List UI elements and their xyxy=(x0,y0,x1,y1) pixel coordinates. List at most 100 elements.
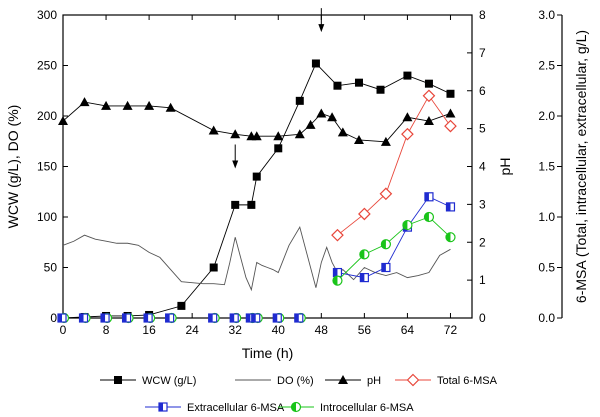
series-ph xyxy=(58,97,456,146)
baseline-point xyxy=(294,313,304,323)
legend-item: pH xyxy=(325,375,381,387)
data-point xyxy=(332,275,343,286)
data-point xyxy=(208,125,219,135)
x-tick-label: 16 xyxy=(142,323,156,337)
msa-tick-label: 1.0 xyxy=(538,210,555,224)
x-tick-label: 32 xyxy=(229,323,243,337)
legend-marker xyxy=(290,401,302,413)
legend-item: WCW (g/L) xyxy=(100,375,196,387)
series-wcw-g-l- xyxy=(59,59,455,322)
ph-tick-label: 0 xyxy=(479,311,486,325)
legend: WCW (g/L) DO (%) pH Total 6-MSA Extracellula… xyxy=(100,373,498,414)
x-tick-label: 56 xyxy=(358,323,372,337)
data-point xyxy=(230,129,241,139)
data-point xyxy=(423,116,434,126)
data-point xyxy=(444,119,457,133)
series-introcellular-6-msa xyxy=(332,211,456,286)
msa-tick-label: 0.0 xyxy=(538,311,555,325)
arrow-annotation xyxy=(232,144,239,169)
data-point xyxy=(327,112,338,122)
data-point xyxy=(401,127,414,141)
ph-tick-label: 1 xyxy=(479,273,486,287)
data-point xyxy=(101,100,112,110)
data-point xyxy=(402,219,413,231)
series-do- xyxy=(62,225,451,292)
data-point xyxy=(295,96,304,105)
baseline-point xyxy=(208,313,218,323)
series-line xyxy=(337,216,451,281)
legend-label: DO (%) xyxy=(277,375,314,387)
x-tick-label: 64 xyxy=(401,323,415,337)
series-line xyxy=(62,62,451,319)
data-point xyxy=(445,232,456,243)
data-point xyxy=(445,108,456,118)
plot-frame xyxy=(62,14,473,319)
ph-tick-label: 5 xyxy=(479,122,486,136)
legend-marker xyxy=(406,373,420,387)
x-tick-label: 24 xyxy=(185,323,199,337)
data-point xyxy=(423,211,435,223)
data-point xyxy=(379,187,393,201)
data-point xyxy=(79,97,90,107)
data-point xyxy=(422,89,436,103)
left-tick-label: 50 xyxy=(44,261,58,275)
annotations xyxy=(232,8,325,169)
ph-tick-label: 8 xyxy=(479,8,486,22)
left-tick-label: 300 xyxy=(37,8,57,22)
legend-label: pH xyxy=(367,375,381,387)
baseline-point xyxy=(143,313,153,323)
msa-tick-label: 1.5 xyxy=(538,160,555,174)
data-point xyxy=(144,100,155,110)
legend-label: WCW (g/L) xyxy=(142,375,196,387)
legend-marker xyxy=(338,375,348,384)
data-point xyxy=(122,100,133,110)
legend-marker xyxy=(158,402,168,412)
data-point xyxy=(337,127,348,137)
data-point xyxy=(424,79,433,88)
msa-tick-label: 3.0 xyxy=(538,8,555,22)
ph-axis-title: pH xyxy=(497,158,513,176)
ph-tick-label: 6 xyxy=(479,84,486,98)
legend-item: DO (%) xyxy=(235,375,314,387)
data-point xyxy=(294,129,305,139)
baseline-point xyxy=(165,313,175,323)
data-point xyxy=(247,200,256,209)
legend-item: Introcellular 6-MSA xyxy=(278,401,414,414)
data-point xyxy=(333,81,342,90)
ph-tick-label: 3 xyxy=(479,197,486,211)
baseline-point xyxy=(57,313,67,323)
data-point xyxy=(359,249,370,260)
series-layer xyxy=(57,59,457,324)
legend-label: Total 6-MSA xyxy=(437,375,498,387)
data-point xyxy=(381,262,391,273)
data-point xyxy=(359,273,369,283)
data-point xyxy=(316,108,327,118)
legend-item: Total 6-MSA xyxy=(395,373,498,387)
data-point xyxy=(358,207,371,221)
x-tick-label: 0 xyxy=(60,323,67,337)
series-total-6-msa xyxy=(331,89,457,242)
left-tick-label: 200 xyxy=(37,109,57,123)
data-point xyxy=(58,116,68,126)
x-tick-label: 48 xyxy=(315,323,329,337)
x-tick-label: 72 xyxy=(444,323,458,337)
msa-tick-label: 2.0 xyxy=(538,109,555,123)
baseline-point xyxy=(121,313,132,323)
x-axis-title: Time (h) xyxy=(242,345,294,361)
legend-label: Extracellular 6-MSA xyxy=(187,402,285,414)
left-tick-label: 150 xyxy=(37,160,57,174)
data-point xyxy=(209,263,218,272)
arrow-annotation xyxy=(318,8,325,33)
ph-tick-label: 7 xyxy=(479,46,486,60)
data-point xyxy=(274,144,283,153)
data-point xyxy=(354,78,363,87)
x-tick-label: 8 xyxy=(103,323,110,337)
data-point xyxy=(305,119,316,129)
msa-tick-label: 0.5 xyxy=(538,261,555,275)
data-point xyxy=(165,102,176,112)
data-point xyxy=(424,192,434,202)
left-tick-label: 0 xyxy=(50,311,57,325)
data-point xyxy=(353,134,364,144)
data-point xyxy=(252,172,261,181)
